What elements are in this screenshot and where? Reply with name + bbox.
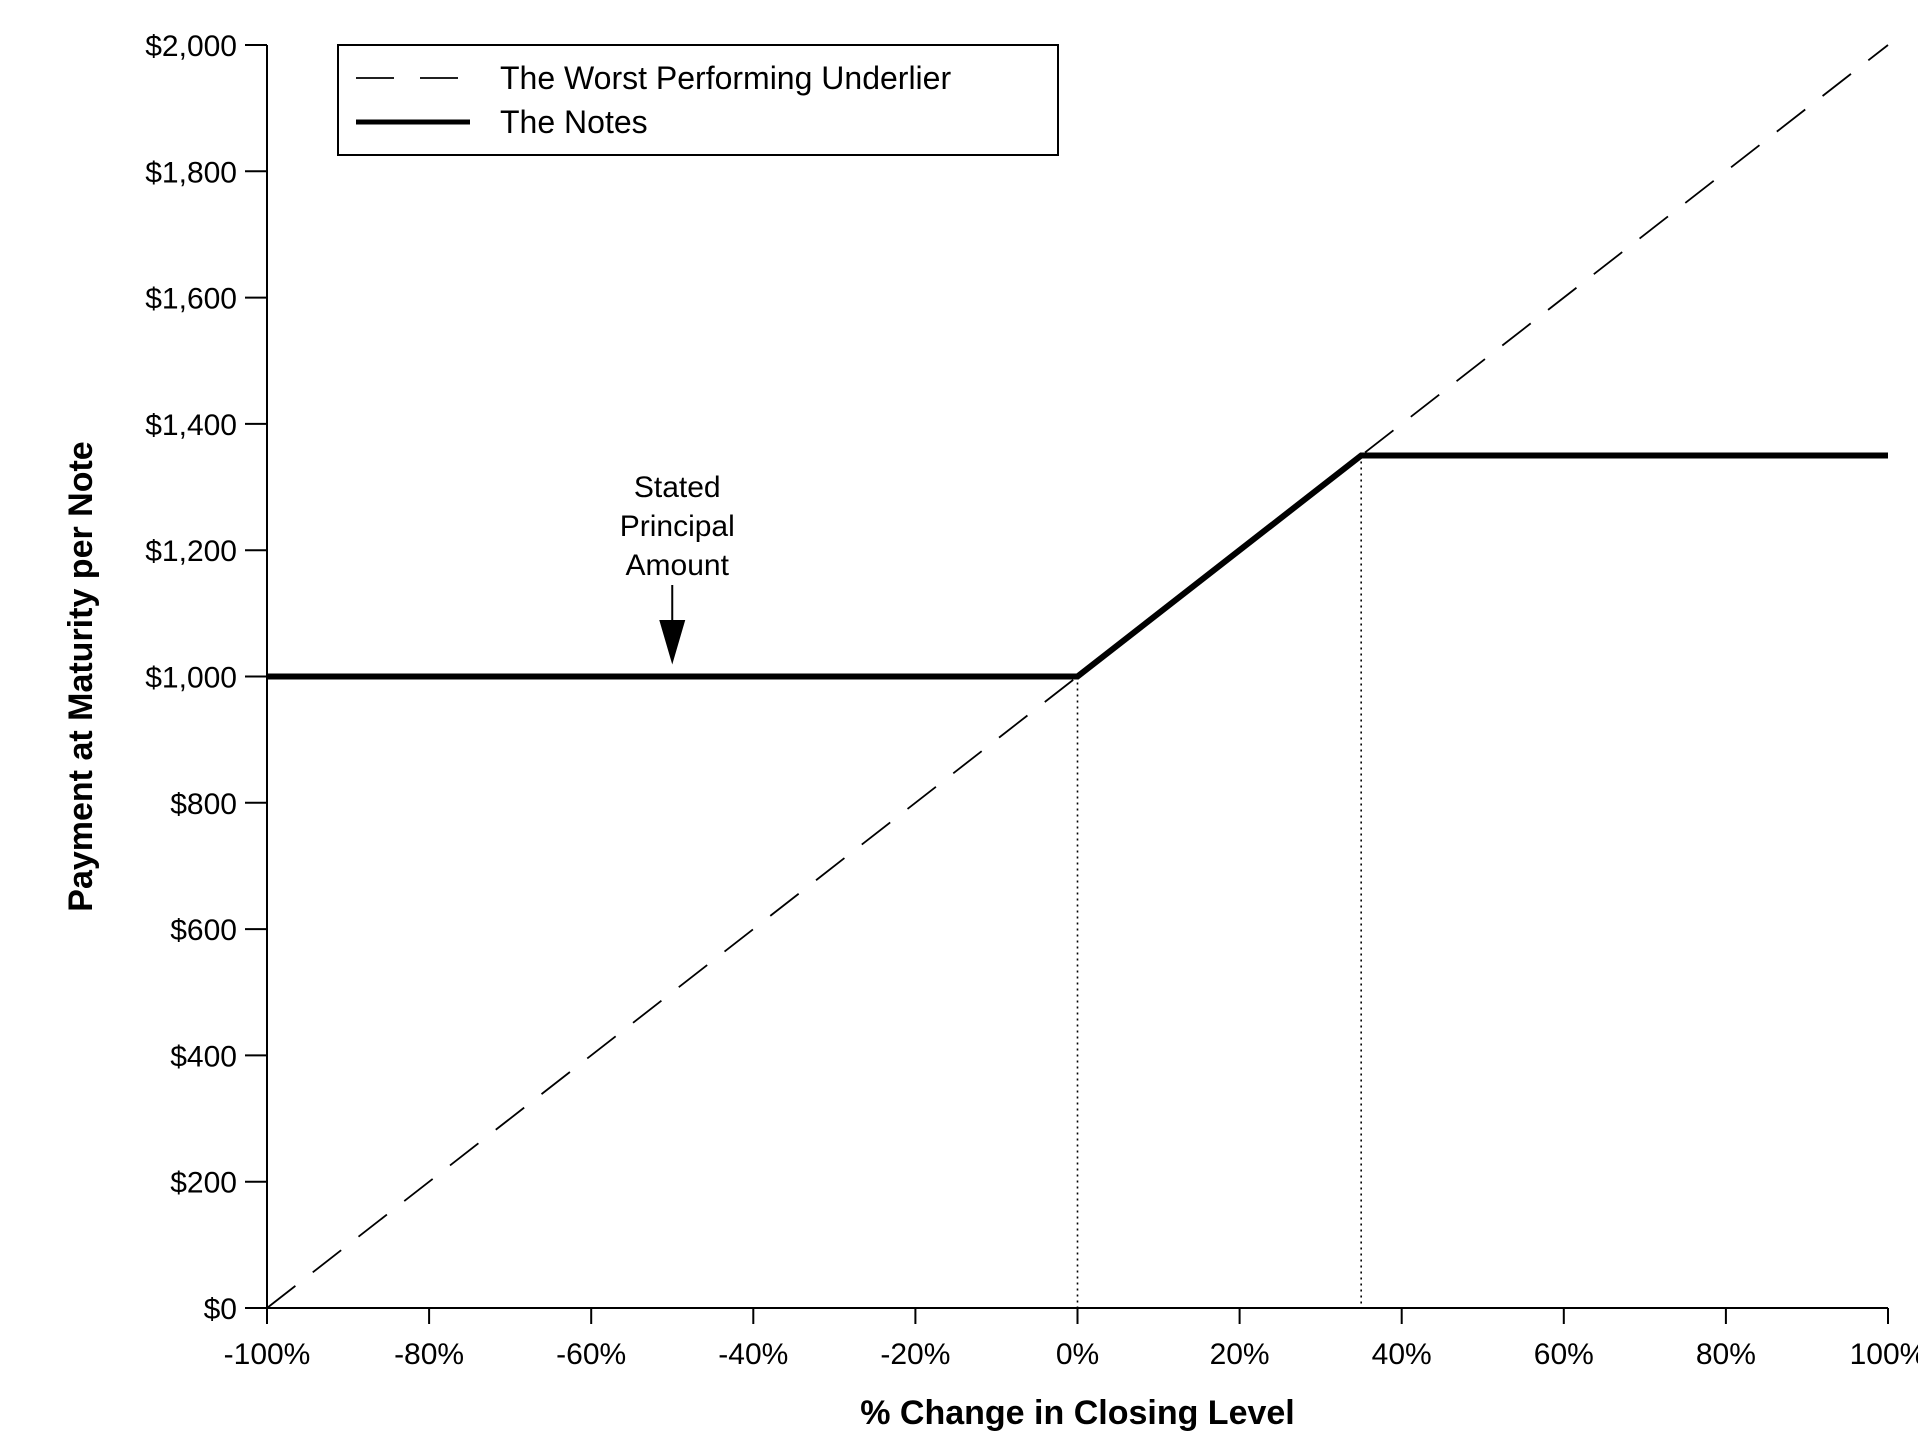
x-tick-label: 80% — [1696, 1338, 1756, 1371]
x-tick-label: -40% — [718, 1338, 788, 1371]
y-tick-label: $400 — [170, 1040, 237, 1073]
notes-line — [267, 452, 1888, 680]
x-tick-label: 20% — [1210, 1338, 1270, 1371]
reference-lines — [1076, 455, 1362, 1308]
y-axis-ticks: $0 $200 $400 $600 $800 $1,000 $1,200 $1,400 $1,6… — [145, 30, 267, 1326]
annotation-text-line: Principal — [620, 510, 735, 543]
y-tick-label: $2,000 — [145, 30, 237, 63]
underlier-line — [266, 44, 1889, 1309]
x-axis-ticks: -100% -80% -60% -40% -20% 0% 20% 40% 60% 80% 100% — [224, 1308, 1918, 1371]
x-tick-label: -100% — [224, 1338, 311, 1371]
x-tick-label: 60% — [1534, 1338, 1594, 1371]
y-axis-title: Payment at Maturity per Note — [62, 441, 100, 911]
legend-box — [337, 44, 1059, 156]
y-tick-label: $200 — [170, 1167, 237, 1200]
x-tick-label: -60% — [556, 1338, 626, 1371]
legend: The Worst Performing Underlier The Notes — [337, 44, 1059, 156]
series-lines — [266, 44, 1889, 1309]
x-tick-label: -20% — [880, 1338, 950, 1371]
x-tick-label: 40% — [1372, 1338, 1432, 1371]
y-tick-label: $1,000 — [145, 662, 237, 695]
y-tick-label: $1,600 — [145, 283, 237, 316]
x-axis-title: % Change in Closing Level — [860, 1394, 1295, 1432]
x-tick-label: 100% — [1850, 1338, 1918, 1371]
y-tick-label: $1,200 — [145, 535, 237, 568]
legend-label: The Notes — [500, 104, 648, 140]
x-tick-label: -80% — [394, 1338, 464, 1371]
annotation-text-line: Amount — [626, 549, 730, 582]
y-tick-label: $1,400 — [145, 409, 237, 442]
annotation: Stated Principal Amount — [620, 471, 735, 665]
x-tick-label: 0% — [1056, 1338, 1099, 1371]
y-tick-label: $800 — [170, 788, 237, 821]
legend-label: The Worst Performing Underlier — [500, 60, 951, 96]
y-tick-label: $600 — [170, 914, 237, 947]
y-tick-label: $1,800 — [145, 156, 237, 189]
y-tick-label: $0 — [204, 1293, 237, 1326]
annotation-arrowhead — [659, 620, 686, 665]
annotation-text-line: Stated — [634, 471, 721, 504]
